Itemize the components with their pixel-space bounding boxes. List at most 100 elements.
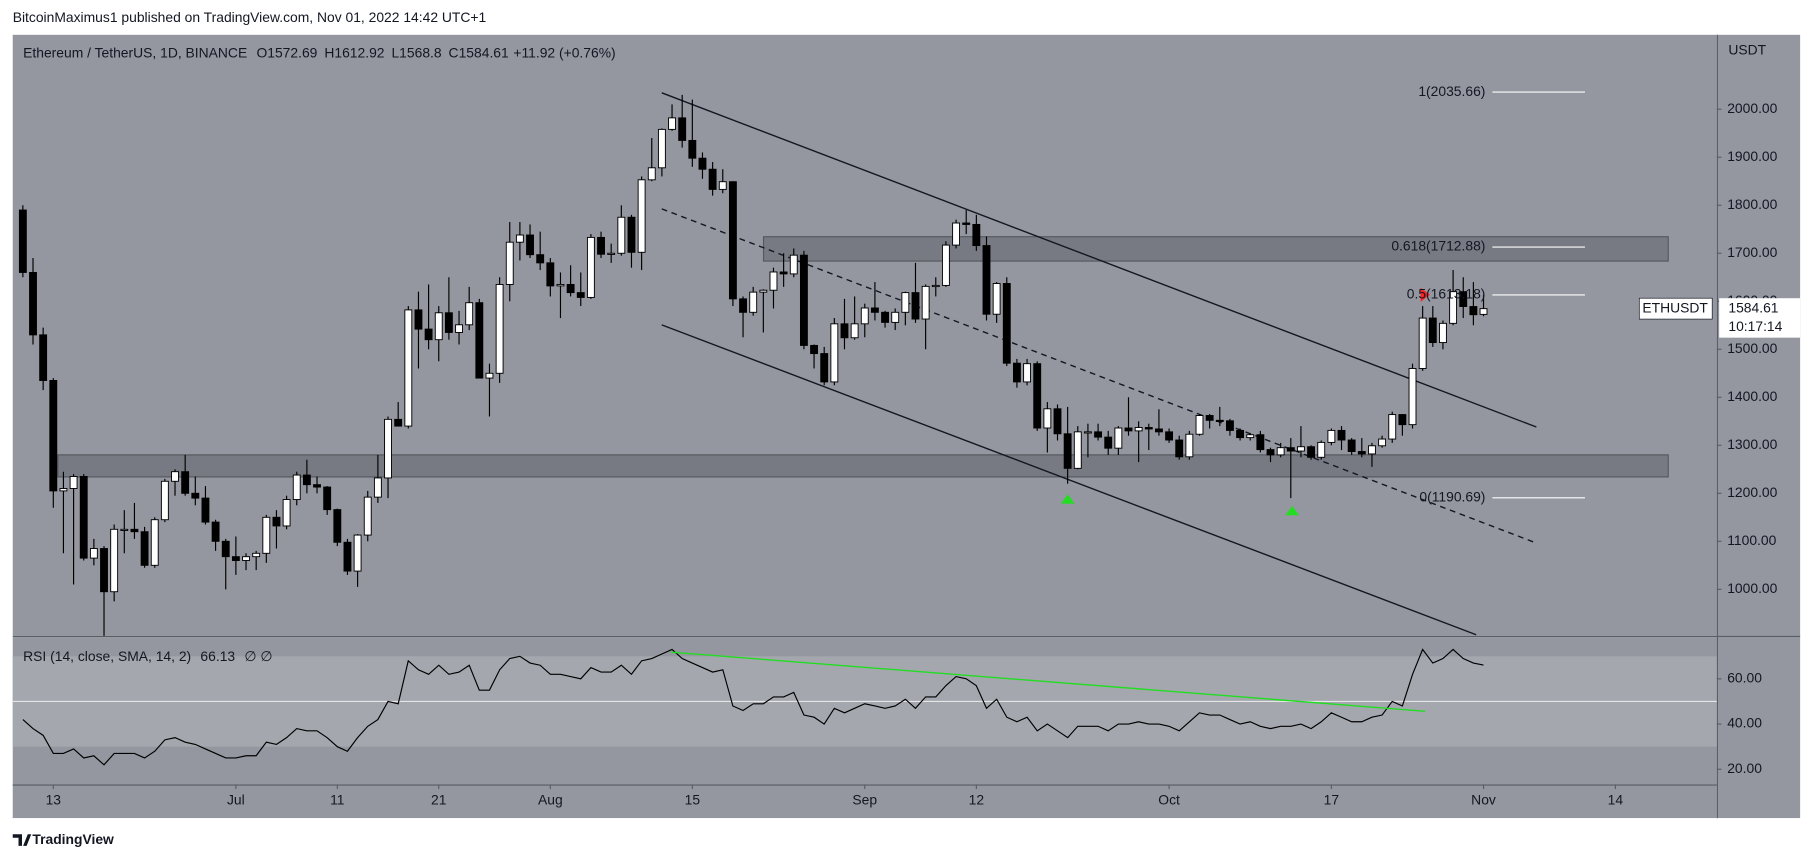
candle-body — [444, 312, 453, 333]
candle-body — [536, 254, 545, 264]
price-box — [1719, 298, 1801, 338]
candle-body — [100, 548, 108, 593]
candle-body — [1043, 408, 1052, 429]
x-tick-label: 15 — [685, 791, 701, 807]
candle-body — [373, 477, 382, 498]
candle-body — [1449, 291, 1458, 324]
rsi-flags: ∅ ∅ — [244, 647, 272, 663]
candle-body — [799, 254, 808, 346]
candle-body — [262, 516, 271, 554]
candle-body — [941, 244, 950, 286]
candle-body — [546, 262, 555, 287]
legend-value: 1572.69 — [267, 44, 317, 60]
candle-body — [830, 323, 839, 383]
candle-body — [1134, 427, 1143, 432]
candle-body — [1337, 429, 1346, 441]
candle-body — [1297, 446, 1305, 452]
candle-body — [759, 289, 768, 293]
channel-upper — [661, 92, 1537, 428]
candle-body — [1185, 433, 1194, 458]
last-price: 1584.61 — [1728, 299, 1778, 315]
y-tick-label: 1800.00 — [1727, 196, 1777, 212]
y-tick-label: 1400.00 — [1727, 388, 1777, 404]
x-tick-label: Aug — [538, 791, 563, 807]
candle-body — [911, 292, 920, 320]
candle-body — [607, 252, 616, 255]
candle-body — [110, 528, 119, 593]
candle-body — [171, 471, 179, 482]
candle-body — [556, 283, 565, 287]
fib-label: 0.5(1613.18) — [1407, 286, 1486, 302]
candle-body — [637, 179, 646, 253]
candle-body — [870, 307, 879, 313]
legend-value: 1568.8 — [399, 44, 442, 60]
candle-body — [881, 311, 889, 323]
candle-body — [627, 216, 636, 253]
legend-key: L — [391, 44, 399, 60]
rsi-tick-label: 60.00 — [1727, 670, 1762, 686]
candle-body — [1256, 434, 1265, 451]
candle-body — [150, 519, 159, 566]
published-line: BitcoinMaximus1 published on TradingView… — [13, 9, 487, 25]
legend-key: O — [256, 44, 267, 60]
y-tick-label: 1100.00 — [1727, 532, 1776, 548]
candle-body — [1408, 368, 1417, 426]
green-arrow — [1060, 494, 1075, 504]
y-tick-label: 2000.00 — [1727, 100, 1777, 116]
candle-body — [1083, 431, 1092, 434]
candle-body — [1327, 429, 1336, 443]
candle-body — [1114, 427, 1123, 449]
candle-body — [647, 167, 656, 181]
candle-body — [1439, 322, 1447, 344]
candle-body — [282, 499, 291, 527]
y-tick-label: 1000.00 — [1727, 580, 1777, 596]
candle-body — [1286, 447, 1295, 452]
legend-key: C — [449, 44, 459, 60]
x-tick-label: Oct — [1158, 791, 1180, 807]
x-tick-label: Jul — [227, 791, 245, 807]
x-tick-label: 14 — [1608, 791, 1624, 807]
legend: Ethereum / TetherUS, 1D, BINANCE O1572.69… — [23, 44, 616, 60]
candle-body — [657, 128, 666, 169]
price-axis — [1716, 34, 1801, 819]
candle-body — [901, 292, 910, 313]
candle-body — [566, 283, 575, 294]
candle-body — [130, 528, 139, 533]
candle-body — [160, 480, 169, 521]
candle-body — [140, 531, 149, 566]
candle-body — [1094, 431, 1103, 438]
candle-body — [840, 323, 849, 339]
candle-body — [363, 496, 372, 536]
candle-body — [718, 181, 727, 190]
candle-body — [749, 291, 758, 313]
x-tick-label: 11 — [330, 791, 345, 807]
fib-label: 0(1190.69) — [1419, 488, 1485, 504]
candles — [18, 94, 1488, 636]
candle-body — [1053, 408, 1062, 435]
candle-body — [181, 471, 190, 494]
candle-body — [39, 334, 48, 381]
footer-icon — [12, 834, 32, 846]
y-tick-label: 1700.00 — [1727, 244, 1777, 260]
candle-body — [1246, 434, 1255, 439]
candle-body — [1276, 447, 1285, 456]
candle-body — [1428, 317, 1437, 344]
candle-body — [779, 271, 788, 275]
candle-body — [191, 492, 200, 499]
legend-change: +11.92 (+0.76%) — [513, 44, 615, 60]
x-tick-label: Nov — [1471, 791, 1496, 807]
y-tick-label: 1500.00 — [1727, 340, 1777, 356]
support-zone — [57, 454, 1669, 478]
candle-body — [1357, 451, 1366, 455]
candle-body — [860, 307, 869, 325]
candle-body — [931, 284, 940, 288]
candle-body — [789, 254, 798, 275]
candle-body — [921, 285, 930, 320]
candle-body — [688, 139, 697, 159]
candle-body — [252, 552, 261, 558]
candle-body — [404, 309, 413, 427]
red-arrow — [1420, 287, 1430, 302]
candle-body — [434, 312, 443, 341]
legend-value: 1584.61 — [459, 44, 509, 60]
candle-body — [1388, 414, 1397, 440]
